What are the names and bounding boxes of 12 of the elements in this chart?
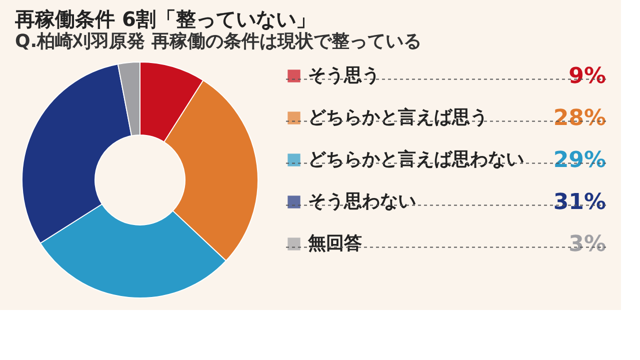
data-label: 29% <box>553 148 606 173</box>
chart-title: 再稼働条件 6割「整っていない」 <box>14 7 316 31</box>
legend-label: そう思う <box>308 65 380 86</box>
data-label: 28% <box>553 106 606 131</box>
legend-label: 無回答 <box>307 233 362 254</box>
chart-subtitle: Q.柏崎刈羽原発 再稼働の条件は現状で整っている <box>15 31 422 52</box>
legend-label: どちらかと言えば思わない <box>308 149 524 170</box>
data-label: 9% <box>568 64 606 89</box>
data-label: 31% <box>553 190 606 215</box>
legend-label: そう思わない <box>308 191 416 212</box>
legend-label: どちらかと言えば思う <box>308 107 488 128</box>
data-label: 3% <box>568 232 606 257</box>
